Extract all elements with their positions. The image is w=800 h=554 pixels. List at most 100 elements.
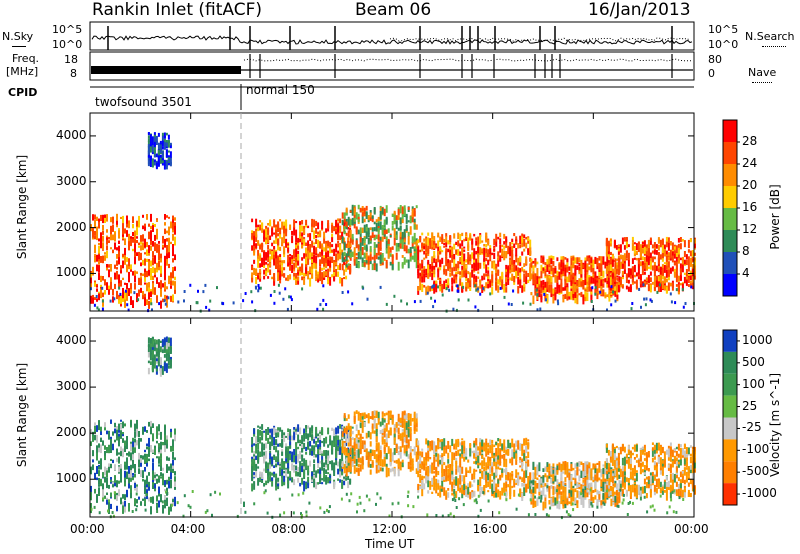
echo-cell (120, 476, 122, 481)
echo-cell (98, 220, 100, 229)
echo-cell (321, 267, 324, 270)
echo-cell (337, 218, 340, 222)
echo-cell (477, 262, 480, 271)
echo-cell (267, 480, 270, 484)
echo-cell (269, 451, 272, 455)
freq-label: Freq. (12, 52, 40, 65)
echo-cell (285, 277, 288, 281)
echo-cell (465, 269, 468, 274)
echo-cell (667, 237, 670, 244)
echo-cell (621, 254, 624, 264)
echo-cell (281, 475, 284, 483)
echo-cell (259, 220, 262, 223)
echo-cell (381, 428, 384, 437)
echo-cell (148, 437, 150, 447)
echo-cell (594, 289, 597, 294)
echo-cell (148, 458, 150, 462)
echo-cell (570, 257, 573, 266)
echo-cell (327, 478, 330, 481)
echo-cell (112, 224, 114, 232)
echo-cell (100, 294, 102, 299)
echo-cell (110, 463, 112, 469)
echo-cell (255, 277, 258, 284)
echo-cell (443, 280, 446, 290)
echo-cell (625, 285, 628, 290)
echo-cell (166, 215, 168, 218)
scatter-cell (545, 298, 547, 302)
echo-cell (102, 292, 104, 298)
echo-cell (259, 471, 262, 481)
echo-cell (150, 240, 152, 245)
echo-cell (661, 238, 664, 246)
echo-cell (132, 475, 134, 478)
echo-cell (437, 277, 440, 280)
echo-cell (339, 443, 342, 448)
echo-cell (317, 231, 320, 235)
echo-cell (156, 456, 158, 459)
echo-cell (631, 239, 634, 243)
echo-cell (689, 250, 692, 257)
echo-cell (166, 299, 168, 308)
echo-cell (265, 228, 268, 238)
echo-cell (267, 263, 270, 267)
echo-cell (163, 161, 166, 170)
echo-cell (337, 440, 340, 446)
echo-cell (449, 481, 452, 485)
echo-cell (681, 261, 684, 265)
echo-cell (373, 262, 376, 271)
echo-cell (161, 135, 164, 144)
nave-tick-bottom: 0 (708, 67, 715, 80)
echo-cell (369, 210, 372, 214)
echo-cell (104, 214, 106, 220)
echo-cell (291, 235, 294, 244)
echo-cell (98, 422, 100, 431)
echo-cell (347, 467, 350, 472)
echo-cell (614, 271, 617, 280)
echo-cell (673, 261, 676, 266)
echo-cell (172, 459, 174, 466)
echo-cell (349, 452, 352, 460)
echo-cell (163, 345, 166, 352)
echo-cell (425, 236, 428, 240)
echo-cell (132, 447, 134, 450)
echo-cell (106, 264, 108, 268)
echo-cell (365, 231, 368, 239)
echo-cell (157, 142, 160, 152)
echo-cell (592, 273, 595, 278)
echo-cell (635, 272, 638, 277)
scatter-cell (290, 298, 293, 302)
echo-cell (313, 255, 316, 263)
echo-cell (401, 436, 404, 439)
echo-cell (335, 229, 338, 232)
echo-cell (383, 439, 386, 445)
echo-cell (643, 246, 646, 255)
echo-cell (415, 451, 418, 459)
echo-cell (353, 451, 356, 455)
scatter-cell (431, 285, 434, 289)
echo-cell (451, 277, 454, 285)
echo-cell (277, 443, 280, 447)
echo-cell (679, 268, 682, 275)
echo-cell (118, 466, 120, 473)
echo-cell (152, 286, 154, 295)
echo-cell (538, 278, 541, 285)
echo-cell (281, 237, 284, 246)
echo-cell (431, 286, 434, 291)
echo-cell (423, 457, 426, 461)
echo-cell (600, 286, 603, 294)
echo-cell (487, 259, 490, 266)
echo-cell (325, 476, 328, 485)
cpid-segment-1-label: twofsound 3501 (95, 95, 192, 109)
echo-cell (163, 362, 166, 372)
echo-cell (540, 289, 543, 294)
echo-cell (156, 478, 158, 484)
echo-cell (168, 476, 170, 481)
echo-cell (371, 227, 374, 232)
echo-cell (317, 274, 320, 279)
echo-cell (391, 225, 394, 231)
echo-cell (455, 279, 458, 284)
echo-cell (433, 241, 436, 245)
echo-cell (287, 247, 290, 252)
echo-cell (160, 285, 162, 289)
echo-cell (98, 484, 100, 487)
